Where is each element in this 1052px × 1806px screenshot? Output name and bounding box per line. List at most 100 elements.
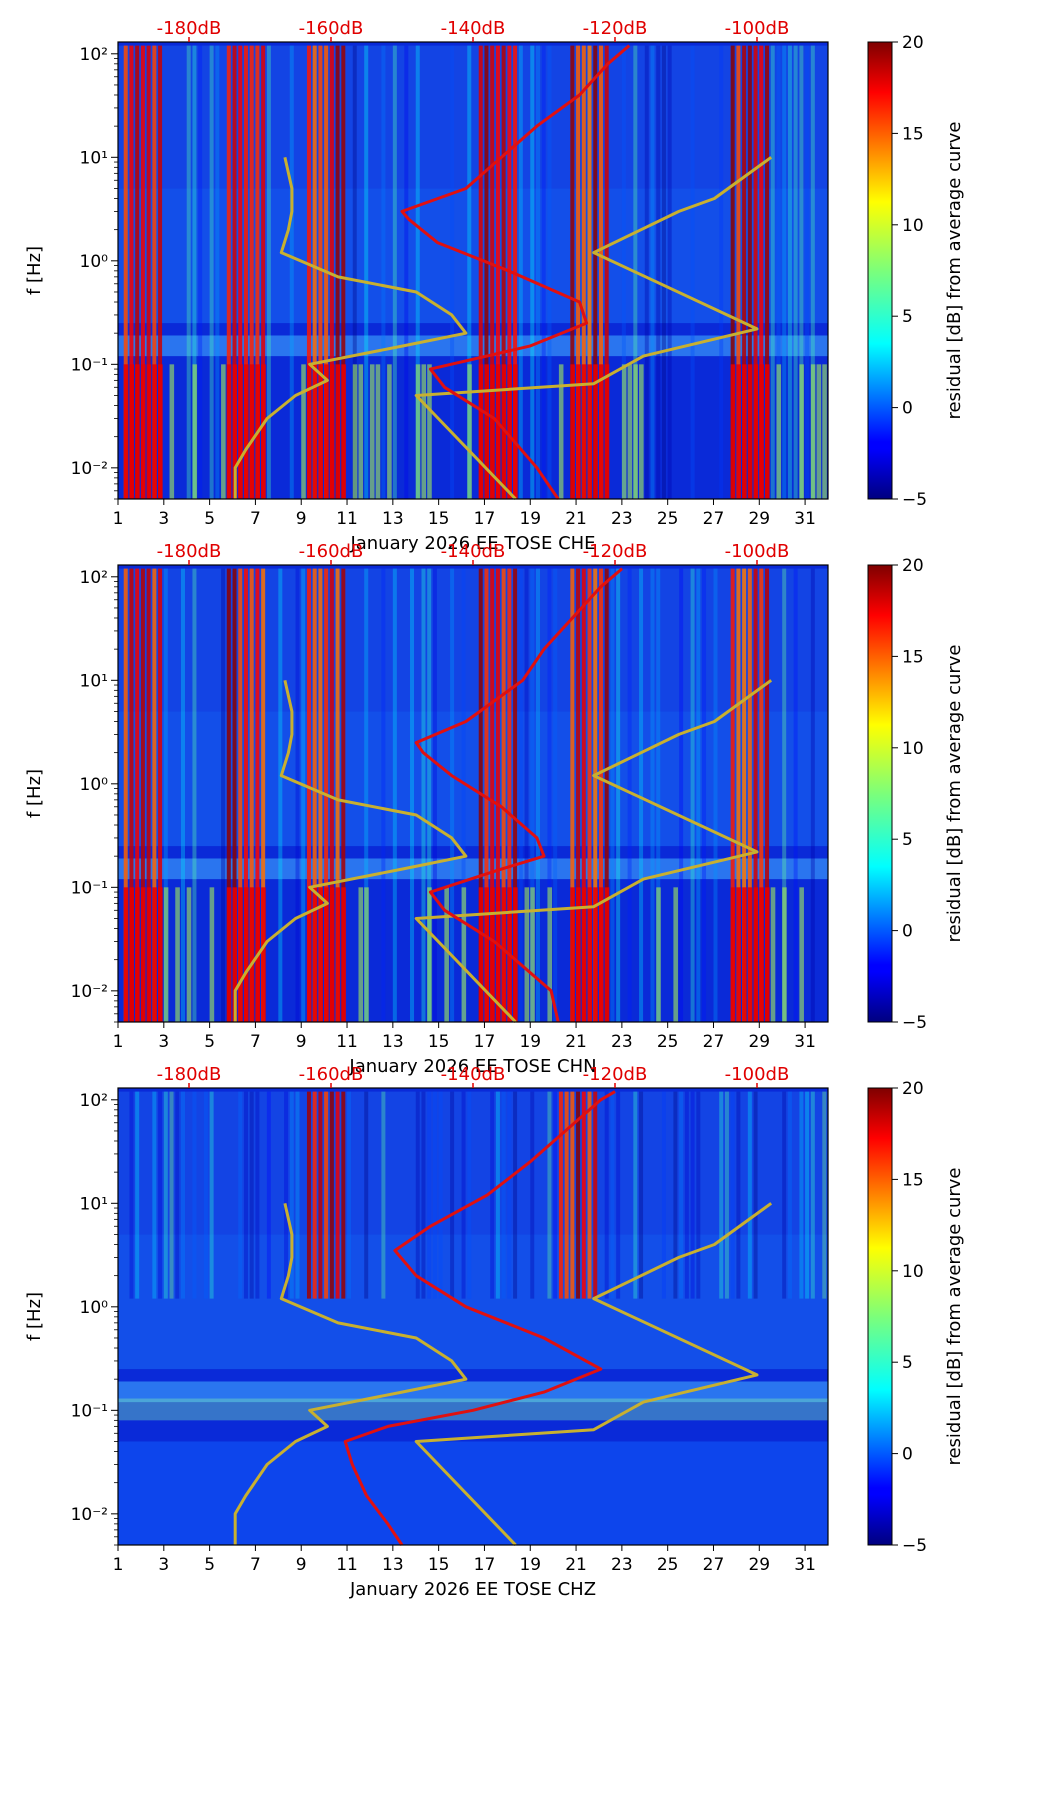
heatmap-cell xyxy=(381,45,386,500)
microseism-ridge xyxy=(118,858,828,880)
heatmap-cell xyxy=(656,887,661,1022)
heatmap-cell xyxy=(616,1091,621,1299)
heatmap-cell xyxy=(484,568,489,1022)
heatmap-cell xyxy=(312,1091,317,1299)
x-tick-label: 21 xyxy=(565,1555,587,1575)
heatmap-cell xyxy=(753,568,758,1022)
heatmap-cell xyxy=(243,1091,248,1299)
db-tick-label: -100dB xyxy=(725,541,790,562)
heatmap-cell xyxy=(639,1091,644,1299)
heatmap-cell xyxy=(759,887,764,1022)
heatmap-cell xyxy=(415,45,420,500)
x-tick-label: 11 xyxy=(336,509,358,529)
x-tick-label: 17 xyxy=(474,1032,496,1052)
heatmap-cell xyxy=(261,887,266,1022)
colorbar-tick-label: 20 xyxy=(902,33,924,53)
colorbar-tick-label: 10 xyxy=(902,216,924,236)
heatmap-cell xyxy=(129,887,135,1022)
heatmap-cell xyxy=(633,1091,638,1299)
heatmap-cell xyxy=(209,887,215,1022)
heatmap-cell xyxy=(238,568,243,1022)
heatmap-cell xyxy=(318,364,323,499)
heatmap-cell xyxy=(610,1091,615,1299)
y-tick-label: 10⁻¹ xyxy=(71,355,108,375)
heatmap-cell xyxy=(787,1091,792,1299)
colorbar-label: residual [dB] from average curve xyxy=(944,121,965,419)
heatmap-cell xyxy=(673,1091,678,1299)
x-tick-label: 9 xyxy=(296,1555,307,1575)
heatmap-cell xyxy=(364,887,369,1022)
heatmap-cell xyxy=(341,1091,346,1299)
heatmap-cell xyxy=(335,1091,340,1299)
colorbar-label: residual [dB] from average curve xyxy=(944,644,965,942)
heatmap-cell xyxy=(415,1091,420,1299)
low-noise-model-curve xyxy=(233,156,468,499)
heatmap-cell xyxy=(782,887,787,1022)
y-tick-label: 10⁻² xyxy=(71,459,108,479)
heatmap-cell xyxy=(650,45,655,500)
heatmap-cell xyxy=(765,45,770,500)
heatmap-cell xyxy=(410,568,415,1022)
heatmap-cell xyxy=(696,568,701,1022)
heatmap-cell xyxy=(650,568,655,1022)
heatmap-cell xyxy=(598,45,603,500)
x-tick-label: 23 xyxy=(611,1555,633,1575)
heatmap-cell xyxy=(175,1091,180,1299)
heatmap-cell xyxy=(284,1091,289,1299)
heatmap-cell xyxy=(593,887,598,1022)
heatmap-cell xyxy=(450,45,455,500)
heatmap-cell xyxy=(335,887,341,1022)
heatmap-cell xyxy=(776,45,781,500)
heatmap-cell xyxy=(221,568,226,1022)
db-tick-label: -160dB xyxy=(299,18,364,39)
heatmap-cell xyxy=(530,568,535,1022)
x-tick-label: 9 xyxy=(296,509,307,529)
heatmap-cell xyxy=(627,364,633,499)
heatmap-cell xyxy=(364,45,369,500)
heatmap-cell xyxy=(570,45,575,500)
x-tick-label: 3 xyxy=(158,509,169,529)
heatmap-cell xyxy=(587,568,592,1022)
heatmap-cell xyxy=(192,1091,197,1299)
heatmap-cell xyxy=(324,364,329,499)
y-tick-label: 10² xyxy=(80,568,108,588)
heatmap-cell xyxy=(616,568,621,1022)
heatmap-cell xyxy=(209,1091,214,1299)
db-tick-label: -180dB xyxy=(157,541,222,562)
colorbar-tick-label: −5 xyxy=(902,490,927,510)
heatmap-cell xyxy=(421,364,427,499)
heatmap-cell xyxy=(713,568,718,1022)
heatmap-cell xyxy=(639,364,644,499)
heatmap-cell xyxy=(226,568,231,1022)
heatmap-cell xyxy=(232,568,237,1022)
heatmap-cell xyxy=(822,364,827,499)
heatmap-cell xyxy=(404,45,409,500)
heatmap-cell xyxy=(753,364,759,499)
heatmap-cell xyxy=(118,1441,828,1545)
heatmap-cell xyxy=(627,568,632,1022)
heatmap-cell xyxy=(581,887,587,1022)
heatmap-cell xyxy=(432,568,437,1022)
heatmap-cell xyxy=(684,1091,689,1299)
y-tick-label: 10⁰ xyxy=(80,1298,109,1318)
heatmap-cell xyxy=(226,45,231,500)
heatmap-cell xyxy=(799,1091,804,1299)
heatmap-cell xyxy=(249,364,255,499)
y-tick-label: 10¹ xyxy=(80,671,108,691)
heatmap-cell xyxy=(593,364,598,499)
x-tick-label: 21 xyxy=(565,509,587,529)
heatmap-cell xyxy=(621,45,626,500)
heatmap-cell xyxy=(747,1091,752,1299)
heatmap-cell xyxy=(369,364,375,499)
heatmap-cell xyxy=(793,568,798,1022)
colorbar-tick-label: −5 xyxy=(902,1013,927,1033)
heatmap-cell xyxy=(198,45,203,500)
x-tick-label: 27 xyxy=(703,1555,725,1575)
colorbar-tick-label: 15 xyxy=(902,1170,924,1190)
x-tick-label: 31 xyxy=(794,509,816,529)
heatmap-cell xyxy=(318,568,323,1022)
x-tick-label: 31 xyxy=(794,1032,816,1052)
colorbar xyxy=(867,41,893,500)
heatmap-cell xyxy=(352,364,358,499)
x-tick-label: 29 xyxy=(748,1032,770,1052)
